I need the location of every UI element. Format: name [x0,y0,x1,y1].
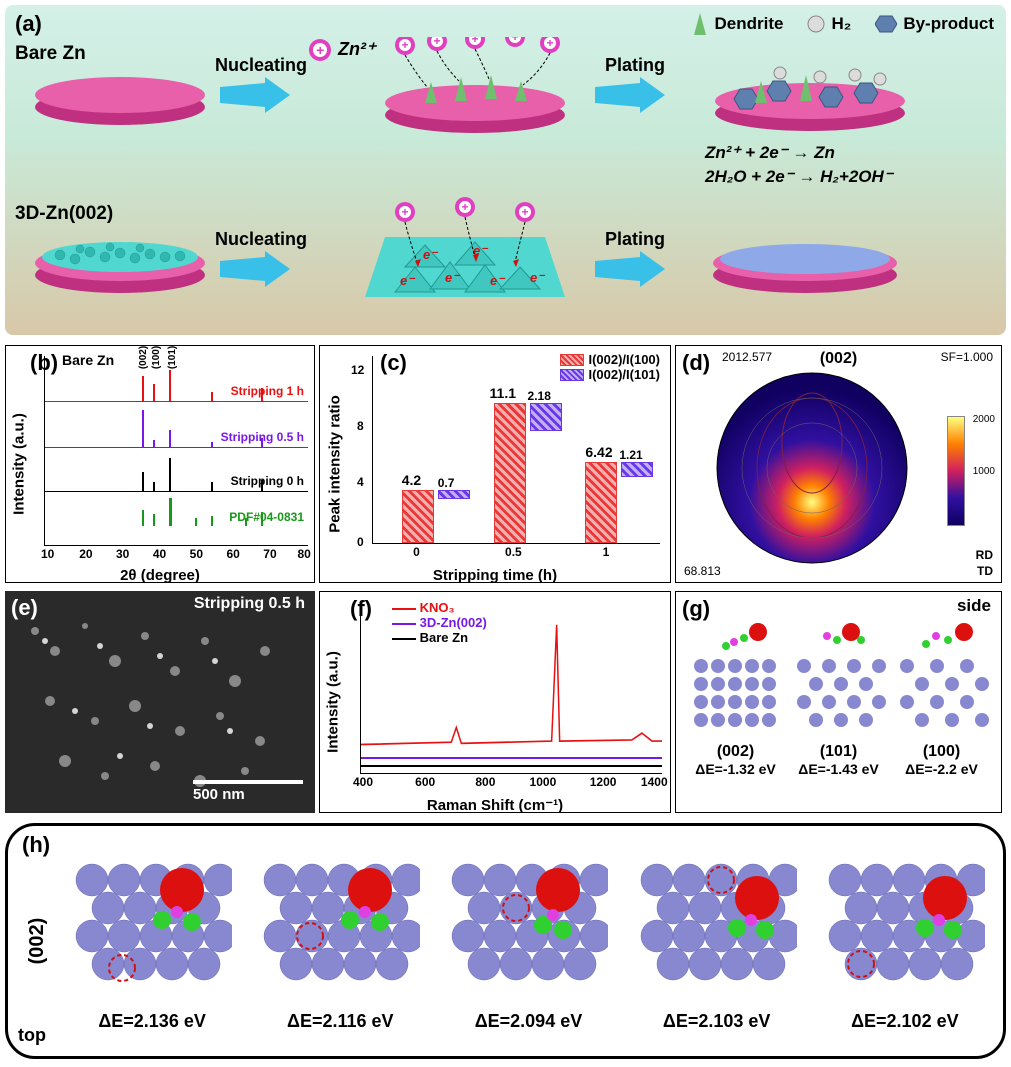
panel-f-chart: 400 600 800 1000 1200 1400 [360,602,662,774]
panel-f: (f) Intensity (a.u.) Raman Shift (cm⁻¹) … [319,591,671,813]
pole-figure [712,368,912,568]
legend-h2: H₂ [831,14,851,34]
panel-g: (g) side (002) ΔE=-1.32 eV [675,591,1002,813]
trace-label: Stripping 0.5 h [221,430,304,444]
svg-text:+: + [511,37,518,44]
panel-e-title: Stripping 0.5 h [194,595,305,613]
panel-h-view: top [18,1025,46,1046]
svg-text:e⁻: e⁻ [530,270,546,285]
panel-a-legend: Dendrite H₂ By-product [691,13,994,35]
plating-label-2: Plating [605,229,665,250]
panel-h-facet: (002) [26,918,49,965]
panel-b-ylabel: Intensity (a.u.) [10,413,27,515]
svg-text:+: + [401,205,408,219]
reaction-2: 2H₂O + 2e⁻ → H₂+2OH⁻ [705,167,893,187]
legend-byproduct: By-product [903,14,994,34]
arrow-icon [220,251,290,287]
panel-f-ylabel: Intensity (a.u.) [324,651,341,753]
svg-text:+: + [433,37,440,48]
panel-c: (c) Peak intensity ratio Stripping time … [319,345,671,583]
panel-e-label: (e) [11,595,38,621]
panel-a-label: (a) [15,11,42,37]
config-3: ΔE=2.103 eV [629,850,804,1032]
panel-g-facets: (002) ΔE=-1.32 eV (101) ΔE=-1.43 eV [684,618,993,804]
arrow-icon [595,77,665,113]
pole-colorbar [947,416,965,526]
scalebar: 500 nm [193,780,303,803]
pole-rd: RD [976,548,993,562]
config-2: ΔE=2.094 eV [441,850,616,1032]
svg-text:e⁻: e⁻ [490,273,506,288]
pole-max: 2012.577 [722,350,772,364]
arrow-icon [595,251,665,287]
pole-sf: SF=1.000 [941,350,993,364]
panel-b: (b) Bare Zn Intensity (a.u.) 2θ (degree)… [5,345,315,583]
panel-f-xlabel: Raman Shift (cm⁻¹) [427,796,563,814]
3d-zn-label: 3D-Zn(002) [15,203,113,225]
nucleating-label-1: Nucleating [215,55,307,76]
trace-label: PDF#04-0831 [229,510,304,524]
plating-label-1: Plating [605,55,665,76]
panel-d-label: (d) [682,350,710,376]
panel-d: (d) 2012.577 (002) SF=1.000 68.813 RD TD [675,345,1002,583]
panel-b-xlabel: 2θ (degree) [120,567,200,584]
colorbar-tick: 2000 [973,414,995,425]
panel-a-schematic: (a) Dendrite H₂ By-product Bare Zn Nucle… [5,5,1006,335]
reaction-1: Zn²⁺ + 2e⁻ → Zn [705,143,835,163]
nucleating-label-2: Nucleating [215,229,307,250]
config-0: ΔE=2.136 eV [65,850,240,1032]
svg-text:e⁻: e⁻ [400,273,416,288]
svg-text:+: + [401,38,408,52]
panel-c-chart: 0 4 8 12 4.2 0.7 11.1 2.18 6.42 1.21 [372,356,660,544]
config-4: ΔE=2.102 eV [817,850,992,1032]
svg-text:e⁻: e⁻ [423,247,439,262]
svg-text:+: + [546,37,553,50]
bare-zn-label: Bare Zn [15,43,86,65]
svg-text:+: + [471,37,478,46]
pole-title: (002) [820,350,857,368]
panel-b-chart: Stripping 1 h Stripping 0.5 h Stripping … [44,356,308,546]
panel-e: (e) Stripping 0.5 h 500 nm [5,591,315,813]
trace-label: Stripping 0 h [231,474,304,488]
side-label: side [957,596,991,616]
legend-dendrite: Dendrite [715,14,784,34]
3d-zn-disc-1 [30,227,210,297]
bare-zn-disc-1 [30,67,210,127]
svg-text:+: + [521,205,528,219]
panel-h-label: (h) [22,832,50,858]
svg-text:e⁻: e⁻ [445,270,461,285]
trace-label: Stripping 1 h [231,384,304,398]
panel-h: (h) (002) top ΔE=2.136 eV [5,823,1006,1059]
panel-c-ylabel: Peak intensity ratio [326,395,343,533]
svg-text:+: + [461,200,468,214]
bare-zn-disc-3 [705,45,915,135]
arrow-icon [220,77,290,113]
bare-zn-disc-2: + + + + + [375,37,575,137]
3d-zn-disc-3 [705,231,905,297]
svg-text:+: + [316,42,324,58]
panel-c-xlabel: Stripping time (h) [433,567,557,584]
pole-td: TD [977,564,993,578]
3d-zn-surface: + + + e⁻e⁻e⁻e⁻ e⁻e⁻ [345,197,585,317]
colorbar-tick: 1000 [973,466,995,477]
zn-ion-label: + Zn²⁺ [307,37,376,63]
config-1: ΔE=2.116 eV [253,850,428,1032]
